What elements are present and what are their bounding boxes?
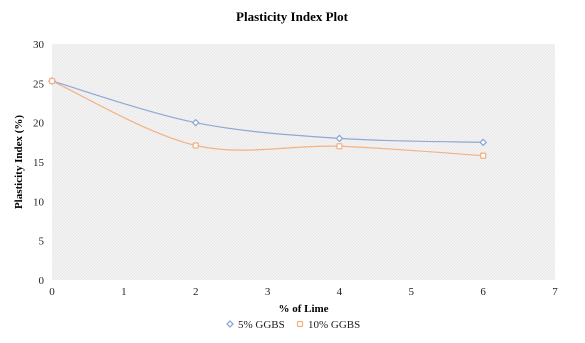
y-axis-title: Plasticity Index (%) [13, 115, 25, 209]
x-tick-label: 4 [337, 286, 343, 298]
data-point [192, 142, 199, 149]
data-point [479, 152, 487, 159]
data-point [479, 138, 488, 147]
data-point [191, 118, 200, 127]
x-tick-label: 5 [409, 286, 415, 298]
y-tick-label: 15 [33, 157, 45, 169]
plot-area-background [52, 44, 555, 280]
x-tick-label: 2 [193, 286, 199, 298]
y-tick-label: 5 [39, 236, 45, 248]
data-point [335, 134, 344, 143]
series-line [51, 80, 484, 143]
legend-label: 5% GGBS [238, 319, 285, 331]
y-tick-labels: 0 5 10 15 20 25 30 [33, 39, 45, 287]
x-tick-label: 0 [49, 286, 55, 298]
x-tick-label: 1 [121, 286, 127, 298]
data-point [336, 143, 343, 150]
legend-marker [296, 320, 304, 328]
y-tick-label: 0 [39, 275, 45, 287]
data-point [48, 77, 56, 85]
series-layer [48, 77, 488, 159]
x-tick-label: 3 [265, 286, 271, 298]
legend: 5% GGBS 10% GGBS [226, 319, 360, 331]
y-tick-label: 10 [33, 196, 45, 208]
legend-label: 10% GGBS [308, 319, 360, 331]
series-line [51, 80, 484, 157]
x-tick-labels: 0 1 2 3 4 5 6 7 [49, 286, 558, 298]
series-2 [48, 77, 487, 159]
chart-title: Plasticity Index Plot [236, 9, 349, 24]
x-tick-label: 7 [552, 286, 558, 298]
y-tick-label: 25 [33, 78, 45, 90]
legend-item: 5% GGBS [226, 319, 285, 331]
y-tick-label: 30 [33, 39, 45, 51]
x-tick-label: 6 [480, 286, 486, 298]
legend-marker [226, 320, 234, 328]
legend-item: 10% GGBS [296, 319, 360, 331]
x-axis-title: % of Lime [278, 303, 328, 315]
y-tick-label: 20 [33, 118, 45, 130]
